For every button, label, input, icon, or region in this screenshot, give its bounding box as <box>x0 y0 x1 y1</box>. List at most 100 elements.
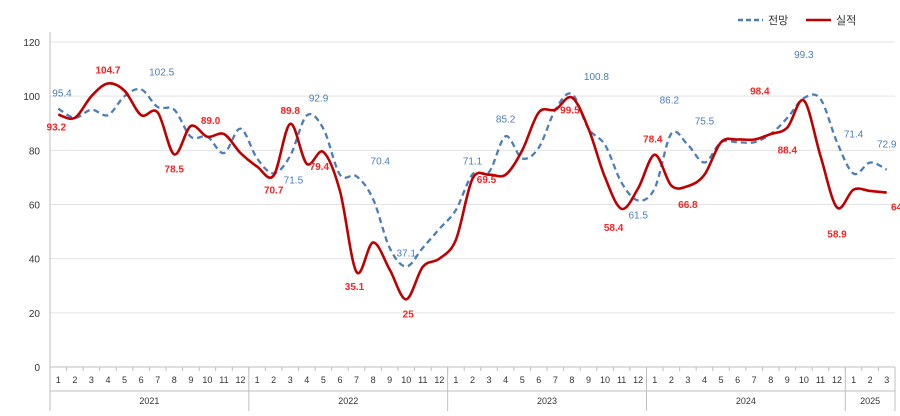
x-tick-label-month: 9 <box>785 375 790 385</box>
x-tick-label-month: 3 <box>288 375 293 385</box>
x-tick-label-month: 2 <box>669 375 674 385</box>
x-tick-label-month: 7 <box>752 375 757 385</box>
x-tick-label-month: 8 <box>371 375 376 385</box>
x-tick-label-month: 9 <box>586 375 591 385</box>
forecast-data-label: 95.4 <box>52 89 72 100</box>
forecast-data-label: 70.4 <box>371 156 391 167</box>
x-tick-label-month: 8 <box>768 375 773 385</box>
x-tick-label-month: 4 <box>503 375 508 385</box>
x-tick-label-month: 5 <box>719 375 724 385</box>
forecast-data-label: 61.5 <box>628 210 648 221</box>
x-tick-label-month: 1 <box>652 375 657 385</box>
x-tick-label-month: 1 <box>453 375 458 385</box>
x-tick-label-month: 9 <box>188 375 193 385</box>
x-tick-label-month: 2 <box>470 375 475 385</box>
legend-actual-label: 실적 <box>836 14 856 27</box>
actual-data-label: 104.7 <box>95 65 120 76</box>
x-tick-label-month: 10 <box>799 375 809 385</box>
y-tick-label: 0 <box>34 363 40 374</box>
actual-data-label: 66.8 <box>678 200 698 211</box>
x-tick-label-year: 2021 <box>139 396 159 406</box>
forecast-data-label: 85.2 <box>496 114 516 125</box>
forecast-data-label: 71.5 <box>284 175 304 186</box>
x-tick-label-month: 3 <box>884 375 889 385</box>
forecast-data-label: 102.5 <box>149 67 174 78</box>
x-tick-label-month: 7 <box>553 375 558 385</box>
gridlines <box>49 32 895 368</box>
legend: 전망 실적 <box>738 14 856 27</box>
actual-data-label: 58.4 <box>604 223 624 234</box>
y-tick-label: 100 <box>23 92 40 103</box>
actual-data-label: 35.1 <box>345 282 365 293</box>
x-tick-label-month: 3 <box>487 375 492 385</box>
actual-data-label: 89.0 <box>201 116 221 127</box>
x-tick-label-month: 12 <box>832 375 842 385</box>
legend-forecast-label: 전망 <box>768 14 788 27</box>
x-axis: 1 2 3 4 5 6 7 8 9 10 11 12 1 2 3 4 5 6 7 8 9 10 11 12 1 2 3 4 5 6 7 8 9 1… <box>49 367 896 411</box>
forecast-data-label: 75.5 <box>695 117 715 128</box>
x-tick-label-year: 2025 <box>860 396 880 406</box>
actual-data-label: 89.8 <box>281 106 301 117</box>
x-tick-label-month: 4 <box>304 375 309 385</box>
actual-data-label: 78.5 <box>165 164 185 175</box>
x-tick-label-month: 8 <box>172 375 177 385</box>
actual-data-label: 58.9 <box>827 229 847 240</box>
x-tick-label-month: 1 <box>255 375 260 385</box>
x-tick-label-month: 9 <box>387 375 392 385</box>
x-tick-label-month: 6 <box>536 375 541 385</box>
forecast-data-label: 37.1 <box>396 249 416 260</box>
x-tick-label-year: 2023 <box>537 396 557 406</box>
x-tick-label-month: 1 <box>851 375 856 385</box>
x-tick-label-month: 10 <box>401 375 411 385</box>
x-tick-label-month: 11 <box>816 375 825 385</box>
x-tick-label-month: 6 <box>735 375 740 385</box>
x-tick-label-month: 8 <box>569 375 574 385</box>
forecast-data-label: 99.3 <box>794 50 814 61</box>
x-tick-label-year: 2022 <box>338 396 358 406</box>
x-tick-label-month: 7 <box>354 375 359 385</box>
forecast-data-label: 71.4 <box>844 130 864 141</box>
forecast-data-label: 92.9 <box>309 93 329 104</box>
actual-data-label: 98.4 <box>750 87 770 98</box>
actual-data-label: 99.5 <box>560 106 580 117</box>
y-tick-label: 120 <box>23 38 40 49</box>
y-tick-label: 20 <box>29 309 41 320</box>
x-tick-label-month: 6 <box>337 375 342 385</box>
y-axis-ticks: 0 20 40 60 80 100 120 <box>23 38 40 374</box>
forecast-data-label: 71.1 <box>463 156 483 167</box>
actual-data-label: 70.7 <box>264 186 284 197</box>
actual-data-label: 78.4 <box>643 135 663 146</box>
x-tick-label-month: 4 <box>702 375 707 385</box>
y-tick-label: 60 <box>29 201 41 212</box>
x-tick-label-month: 4 <box>105 375 110 385</box>
actual-data-label: 93.2 <box>47 123 67 134</box>
x-tick-label-month: 12 <box>236 375 246 385</box>
x-tick-label-month: 5 <box>520 375 525 385</box>
x-tick-label-month: 6 <box>139 375 144 385</box>
x-tick-label-month: 5 <box>321 375 326 385</box>
x-tick-label-month: 3 <box>89 375 94 385</box>
x-tick-label-month: 11 <box>418 375 427 385</box>
x-tick-label-month: 7 <box>155 375 160 385</box>
x-tick-label-month: 12 <box>633 375 643 385</box>
x-tick-label-month: 1 <box>56 375 61 385</box>
y-tick-label: 40 <box>29 255 41 266</box>
y-tick-label: 80 <box>29 146 41 157</box>
x-tick-label-month: 11 <box>617 375 626 385</box>
x-tick-label-month: 10 <box>600 375 610 385</box>
actual-data-label: 64.4 <box>891 203 900 214</box>
x-tick-label-month: 5 <box>122 375 127 385</box>
forecast-data-label: 86.2 <box>660 96 680 107</box>
actual-data-label: 79.4 <box>310 162 330 173</box>
actual-data-label: 25 <box>403 309 415 320</box>
x-tick-label-month: 12 <box>434 375 444 385</box>
x-tick-label-month: 2 <box>868 375 873 385</box>
actual-data-label: 69.5 <box>477 175 497 186</box>
actual-data-label: 88.4 <box>778 146 798 157</box>
x-tick-label-month: 10 <box>202 375 212 385</box>
data-labels: 95.4 102.5 71.5 92.9 70.4 37.1 71.1 85.2 100.8 61… <box>47 50 900 320</box>
series-lines <box>57 81 888 301</box>
x-tick-label-year: 2024 <box>736 396 756 406</box>
forecast-data-label: 72.9 <box>877 140 897 151</box>
